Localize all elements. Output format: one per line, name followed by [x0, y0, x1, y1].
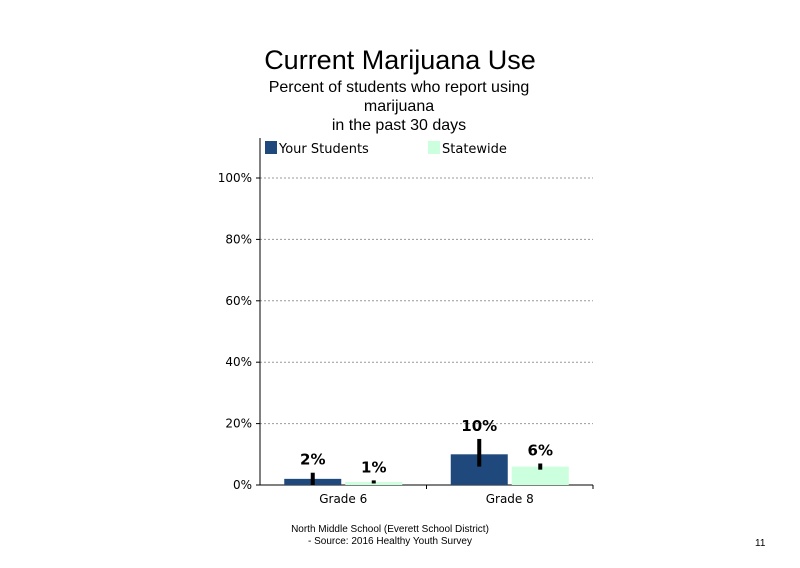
legend-swatch — [428, 141, 440, 154]
x-tick-label: Grade 6 — [319, 492, 367, 506]
legend-label: Your Students — [278, 142, 369, 157]
data-label: 6% — [528, 442, 553, 460]
subtitle-line-2: marijuana — [363, 98, 435, 115]
legend-swatch — [265, 141, 277, 154]
y-tick-label: 100% — [218, 171, 252, 185]
chart-title: Current Marijuana Use — [264, 45, 536, 75]
subtitle-line-3: in the past 30 days — [331, 117, 467, 134]
data-label: 1% — [361, 458, 386, 476]
y-tick-label: 40% — [225, 355, 252, 369]
subtitle-line-1: Percent of students who report using — [268, 79, 530, 96]
footer-source: - Source: 2016 Healthy Youth Survey — [308, 536, 472, 547]
chart-subtitle: Percent of students who report using mar… — [238, 78, 560, 135]
data-label: 2% — [300, 451, 325, 469]
y-tick-label: 20% — [225, 417, 252, 431]
y-tick-label: 60% — [225, 294, 252, 308]
x-tick-label: Grade 8 — [486, 492, 534, 506]
bar — [511, 466, 569, 485]
legend-label: Statewide — [442, 142, 507, 157]
y-tick-label: 80% — [225, 232, 252, 246]
y-tick-label: 0% — [233, 478, 252, 492]
footer-school: North Middle School (Everett School Dist… — [291, 524, 489, 535]
page-number: 11 — [755, 538, 766, 549]
footer: North Middle School (Everett School Dist… — [0, 524, 800, 548]
data-label: 10% — [461, 417, 497, 435]
